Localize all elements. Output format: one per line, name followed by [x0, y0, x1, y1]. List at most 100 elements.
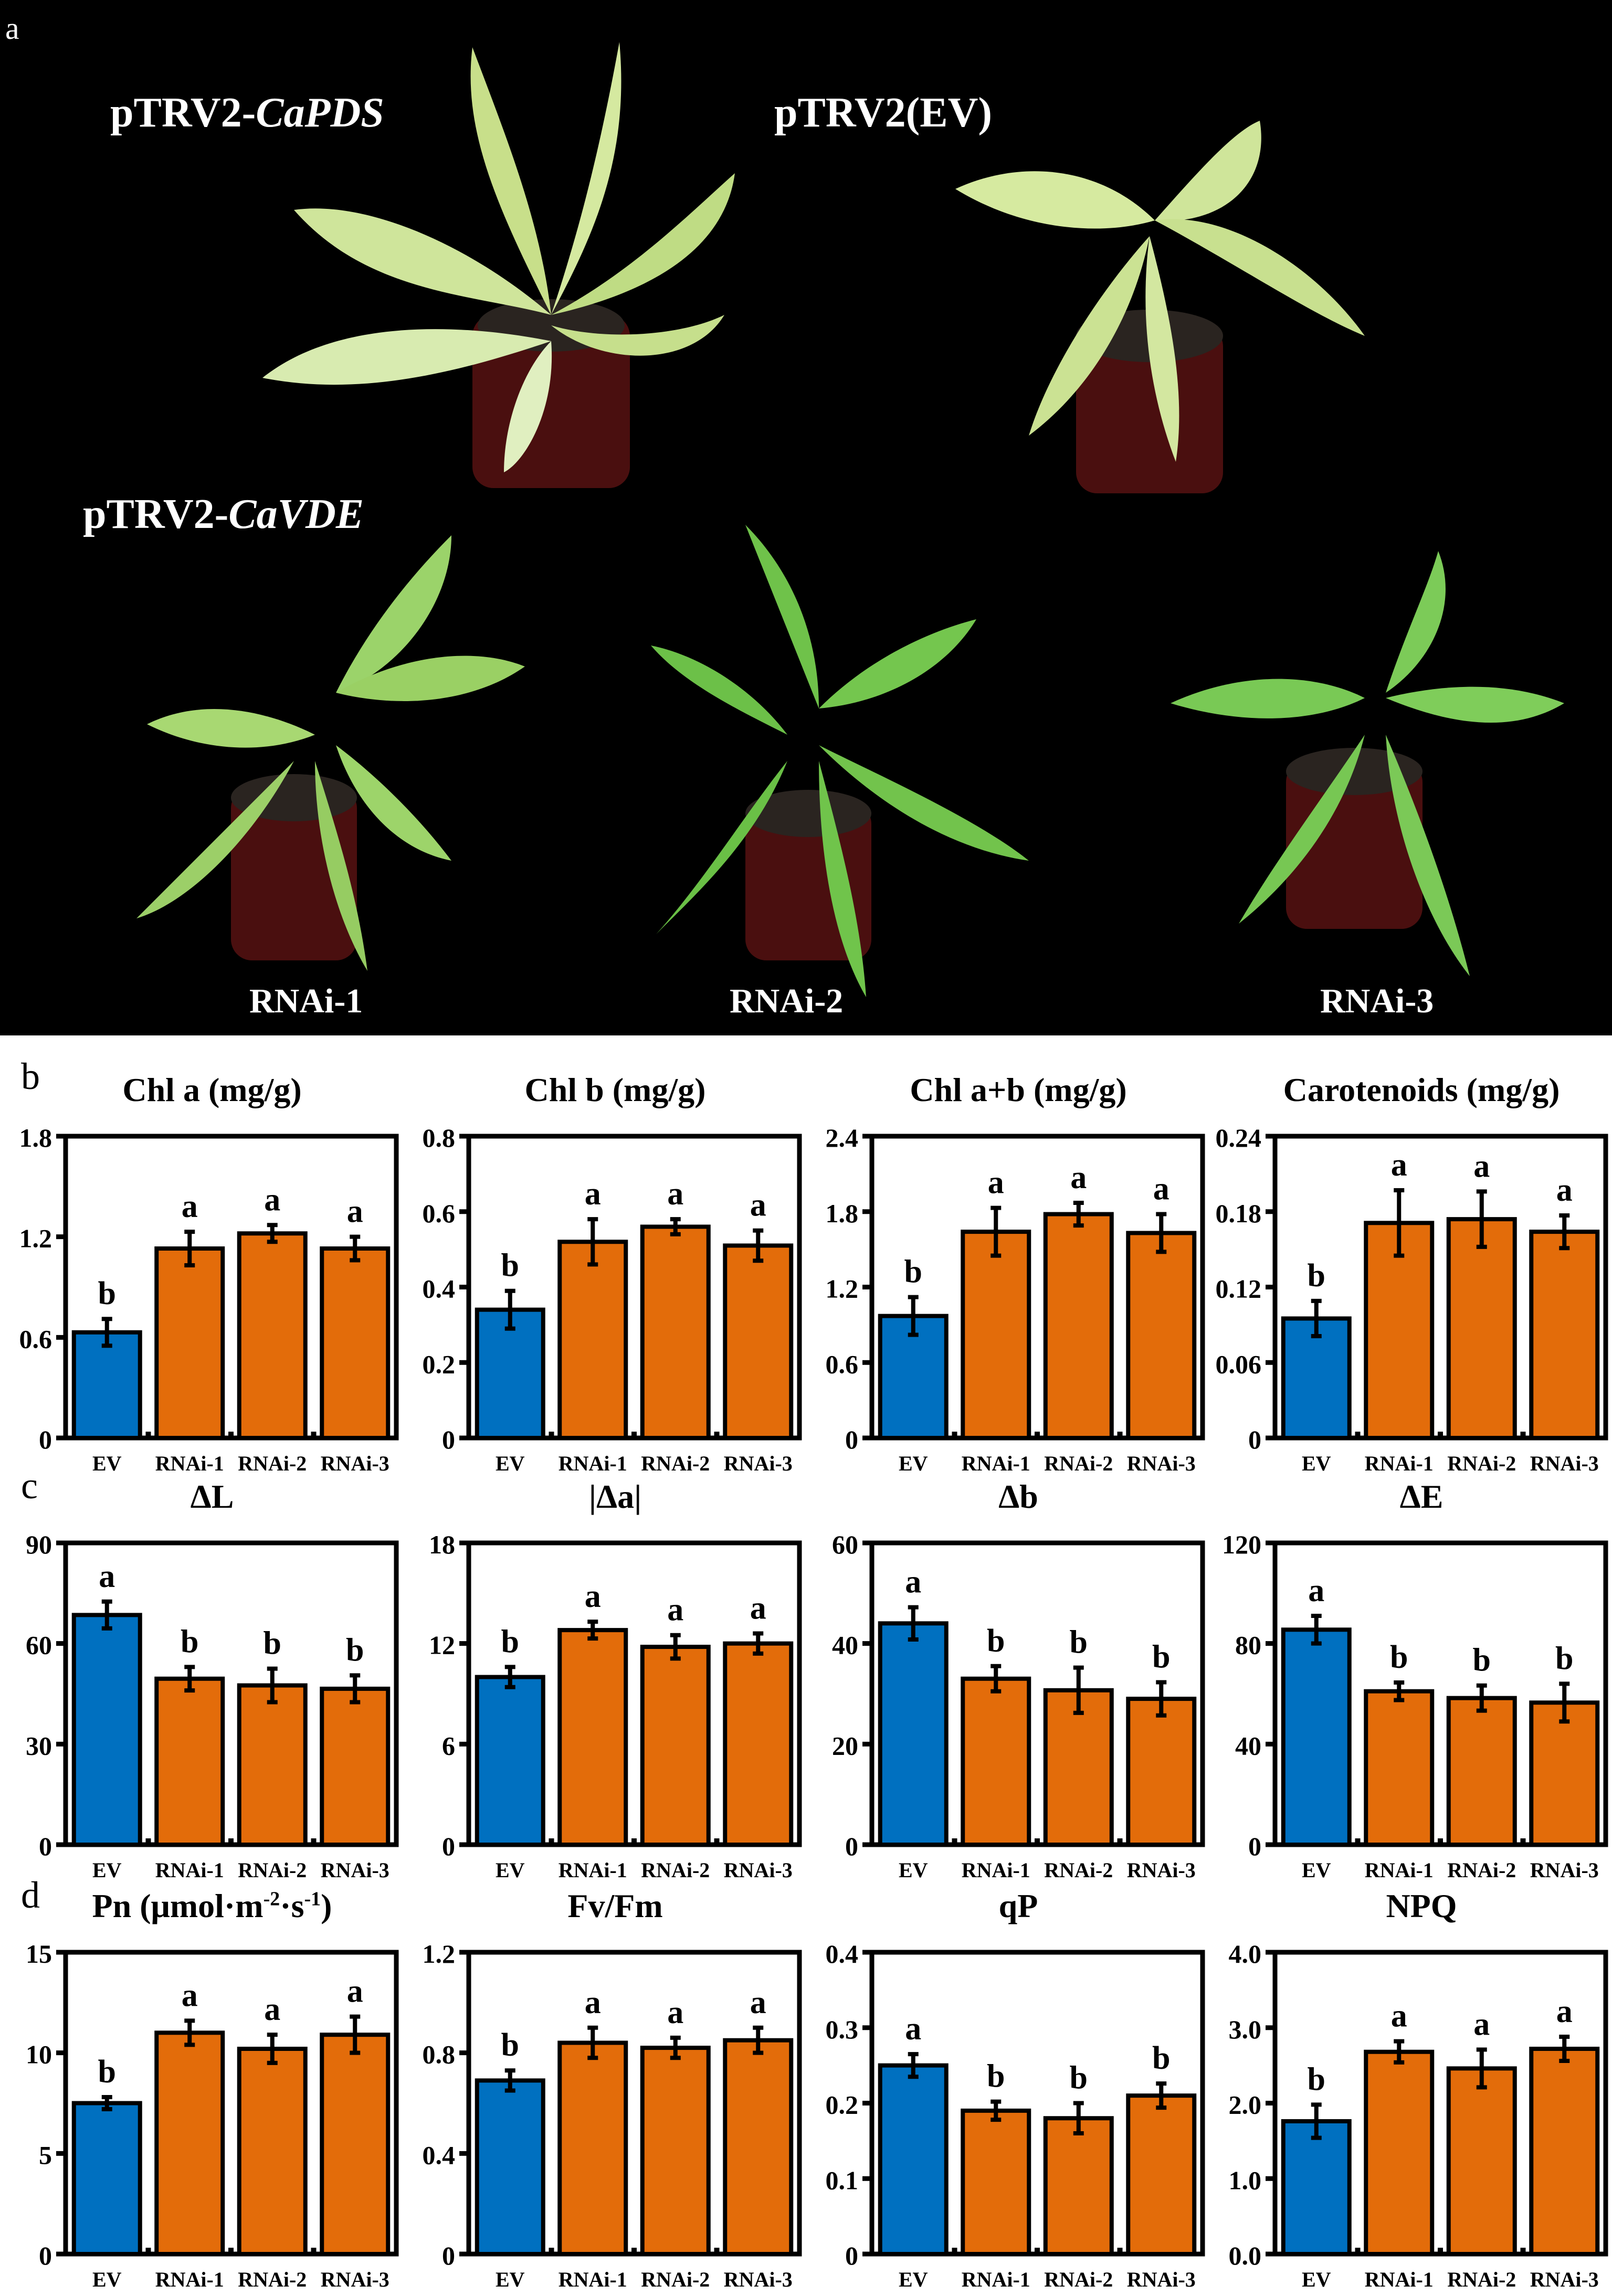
significance-letter: b: [1070, 1625, 1088, 1660]
x-tick-label: EV: [1302, 1858, 1331, 1882]
y-tick-label: 20: [832, 1731, 858, 1760]
chart-delta_b: Δb 0 20 40 60 a EV b RNAi-1 b RNAi-2 b RNAi-3: [806, 1477, 1209, 1887]
chart-title: Chl a (mg/g): [122, 1071, 302, 1108]
bar-ev: [475, 2078, 545, 2256]
significance-letter: b: [1152, 1639, 1170, 1675]
bar-ev: [1281, 1627, 1352, 1847]
x-tick-label: RNAi-1: [962, 1858, 1030, 1882]
bar-ev: [878, 2063, 949, 2256]
x-tick-label: RNAi-1: [1365, 1858, 1434, 1882]
plant-photo-illustration: [136, 42, 1564, 997]
bar-rnai-3: [1529, 2047, 1600, 2256]
significance-letter: a: [264, 1182, 280, 1218]
significance-letter: a: [988, 1165, 1004, 1201]
significance-letter: b: [1390, 1639, 1408, 1675]
x-tick-label: EV: [92, 1452, 122, 1475]
x-tick-label: RNAi-3: [321, 1858, 389, 1882]
y-tick-label: 15: [26, 1939, 52, 1969]
significance-letter: b: [501, 1248, 519, 1284]
significance-letter: a: [264, 1992, 280, 2027]
significance-letter: a: [667, 1592, 683, 1628]
chart-plot: 0 5 10 15 b EV a RNAi-1 a RNAi-2 a RNAi-3: [26, 1939, 399, 2291]
bar-rnai-2: [1446, 1696, 1517, 1847]
significance-letter: b: [1070, 2060, 1088, 2096]
significance-letter: a: [99, 1559, 115, 1594]
significance-letter: a: [1391, 1147, 1407, 1183]
y-tick-label: 0.24: [1216, 1123, 1262, 1152]
y-tick-label: 0.6: [826, 1349, 859, 1379]
bar-rnai-2: [1446, 2066, 1517, 2256]
x-tick-label: RNAi-3: [1530, 1858, 1599, 1882]
chart-delta_l: ΔL 0 30 60 90 a EV b RNAi-1 b RNAi-2 b RNAi-3: [0, 1477, 403, 1887]
y-tick-label: 0: [442, 1832, 455, 1861]
x-tick-label: RNAi-3: [724, 1452, 793, 1475]
x-tick-label: RNAi-2: [238, 1452, 307, 1475]
chart-title: qP: [998, 1887, 1038, 1924]
bar-rnai-2: [237, 2047, 308, 2256]
chart-title: Chl a+b (mg/g): [910, 1071, 1127, 1108]
y-tick-label: 0: [39, 1832, 52, 1861]
y-tick-label: 0: [845, 2241, 858, 2270]
x-tick-label: RNAi-1: [962, 1452, 1030, 1475]
y-tick-label: 1.8: [826, 1199, 859, 1228]
chart-chl_b: Chl b (mg/g) 0 0.2 0.4 0.6 0.8 b EV a RNAi-1 a RNAi…: [403, 1071, 806, 1480]
bar-ev: [878, 1621, 949, 1847]
chart-plot: 0 0.1 0.2 0.3 0.4 a EV b RNAi-1 b RNAi-2 b RNAi-3: [826, 1939, 1205, 2291]
y-tick-label: 0.3: [826, 2015, 859, 2044]
bar-rnai-1: [154, 1246, 225, 1440]
bar-rnai-1: [1364, 1221, 1435, 1440]
y-tick-label: 30: [26, 1731, 52, 1760]
bar-rnai-1: [1364, 2049, 1435, 2256]
significance-letter: a: [182, 1189, 198, 1224]
bar-rnai-3: [1126, 1697, 1197, 1847]
chart-fvfm: Fv/Fm 0 0.4 0.8 1.2 b EV a RNAi-1 a RNAi-2 a RNAi-3: [403, 1887, 806, 2296]
label-capds-prefix: pTRV2-: [110, 90, 256, 136]
y-tick-label: 18: [429, 1530, 455, 1559]
x-tick-label: RNAi-3: [321, 1452, 389, 1475]
x-tick-label: RNAi-2: [641, 1452, 710, 1475]
bar-rnai-3: [320, 2033, 391, 2256]
chart-plot: 0 6 12 18 b EV a RNAi-1 a RNAi-2 a RNAi-3: [429, 1530, 802, 1882]
y-tick-label: 0.2: [826, 2090, 859, 2120]
panel-letter-c: c: [21, 1465, 38, 1507]
bar-rnai-2: [1446, 1217, 1517, 1440]
plant-rnai-2: [651, 525, 1029, 997]
significance-letter: a: [667, 1176, 683, 1212]
bar-ev: [71, 1613, 142, 1847]
label-rnai-1: RNAi-1: [249, 982, 363, 1020]
bar-rnai-2: [640, 1224, 711, 1440]
bar-rnai-2: [1043, 1212, 1114, 1440]
y-tick-label: 0.12: [1216, 1274, 1262, 1304]
chart-title: ΔE: [1399, 1478, 1444, 1515]
x-tick-label: EV: [496, 2268, 525, 2291]
label-ptrv2-capds: pTRV2-CaPDS: [110, 89, 384, 137]
x-tick-label: RNAi-2: [1044, 2268, 1113, 2291]
x-tick-label: RNAi-1: [1365, 1452, 1434, 1475]
chart-title: NPQ: [1386, 1887, 1457, 1924]
x-tick-label: RNAi-3: [1530, 1452, 1599, 1475]
y-tick-label: 0.06: [1216, 1349, 1262, 1379]
x-tick-label: RNAi-2: [1044, 1858, 1113, 1882]
significance-letter: b: [1473, 1643, 1491, 1678]
label-cavde-gene: CaVDE: [228, 491, 364, 537]
x-tick-label: RNAi-1: [155, 1858, 224, 1882]
y-tick-label: 0.6: [19, 1324, 52, 1353]
y-tick-label: 1.2: [826, 1274, 859, 1304]
significance-letter: b: [264, 1626, 281, 1662]
significance-letter: a: [1153, 1171, 1170, 1207]
chart-carotenoids: Carotenoids (mg/g) 0 0.06 0.12 0.18 0.24 b EV a R…: [1209, 1071, 1612, 1480]
x-tick-label: EV: [1302, 1452, 1331, 1475]
x-tick-label: RNAi-1: [559, 2268, 627, 2291]
bar-rnai-3: [1529, 1700, 1600, 1847]
significance-letter: a: [905, 1564, 921, 1600]
significance-letter: a: [667, 1995, 683, 2030]
panel-letter-d: d: [21, 1874, 40, 1916]
plant-capds: [262, 42, 735, 488]
significance-letter: a: [347, 1194, 363, 1230]
significance-letter: b: [501, 2027, 519, 2063]
bar-ev: [71, 1330, 142, 1440]
x-tick-label: RNAi-1: [155, 1452, 224, 1475]
significance-letter: a: [1391, 1998, 1407, 2034]
y-tick-label: 0.4: [423, 1274, 456, 1304]
bar-rnai-3: [320, 1246, 391, 1440]
